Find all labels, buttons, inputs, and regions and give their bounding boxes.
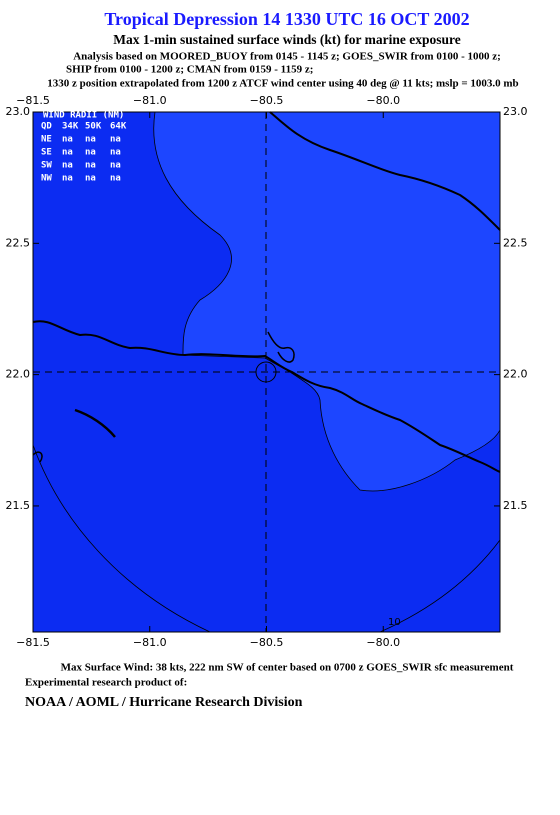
- radii-cell: na: [110, 135, 121, 145]
- radii-header: 64K: [110, 122, 127, 132]
- radii-cell: SW: [41, 161, 52, 171]
- coastline: [269, 111, 501, 231]
- lon-label: −80.5: [250, 94, 284, 107]
- radii-header: 50K: [85, 122, 102, 132]
- lon-label: −80.0: [366, 636, 400, 649]
- radii-cell: na: [62, 148, 73, 158]
- lat-label: 22.5: [503, 236, 528, 249]
- contour: [32, 444, 211, 633]
- radii-title: WIND RADII (NM): [43, 111, 124, 121]
- map-area: 10: [32, 111, 501, 633]
- radii-cell: NW: [41, 174, 52, 184]
- subtitle: Max 1-min sustained surface winds (kt) f…: [113, 32, 461, 47]
- note: Analysis based on MOORED_BUOY from 0145 …: [73, 51, 501, 63]
- lat-label: 21.5: [6, 499, 31, 512]
- radii-cell: na: [85, 148, 96, 158]
- radii-cell: na: [85, 161, 96, 171]
- inner-wind-region: [153, 111, 501, 492]
- lon-label: −81.5: [16, 94, 50, 107]
- lon-label: −81.0: [133, 636, 167, 649]
- radii-cell: na: [110, 174, 121, 184]
- product: Experimental research product of:: [25, 677, 187, 689]
- contour: [379, 539, 501, 633]
- organization: NOAA / AOML / Hurricane Research Divisio…: [25, 695, 303, 710]
- radii-cell: na: [62, 174, 73, 184]
- lat-label: 22.0: [6, 368, 31, 381]
- radii-cell: NE: [41, 135, 52, 145]
- radii-cell: na: [110, 161, 121, 171]
- radii-cell: na: [62, 135, 73, 145]
- title: Tropical Depression 14 1330 UTC 16 OCT 2…: [104, 9, 469, 29]
- note: 1330 z position extrapolated from 1200 z…: [47, 78, 518, 90]
- max-wind: Max Surface Wind: 38 kts, 222 nm SW of c…: [61, 662, 514, 674]
- lat-label: 22.5: [6, 236, 31, 249]
- radii-header: QD: [41, 122, 52, 132]
- radii-cell: na: [110, 148, 121, 158]
- radii-header: 34K: [62, 122, 79, 132]
- coastline: [74, 408, 116, 438]
- axes: −81.5 −81.5 −81.0 −81.0 −80.5 −80.5 −80.0 −80.0…: [6, 94, 528, 649]
- lon-label: −80.0: [366, 94, 400, 107]
- radii-cell: na: [62, 161, 73, 171]
- lat-label: 23.0: [503, 105, 528, 118]
- note: SHIP from 0100 - 1200 z; CMAN from 0159 …: [66, 64, 313, 76]
- storm-center: [255, 361, 277, 383]
- lat-label: 23.0: [6, 105, 31, 118]
- coastline: [267, 331, 295, 363]
- lat-label: 21.5: [503, 499, 528, 512]
- radii-cell: na: [85, 135, 96, 145]
- lat-label: 22.0: [503, 368, 528, 381]
- lon-label: −81.5: [16, 636, 50, 649]
- coastline: [32, 320, 501, 473]
- radii-cell: na: [85, 174, 96, 184]
- radii-cell: SE: [41, 148, 52, 158]
- lon-label: −81.0: [133, 94, 167, 107]
- wind-radii-table: QD 34K 50K 64K NE na na na SE na na na SW na na na NW na n…: [41, 122, 127, 184]
- contour-label: 10: [388, 617, 401, 628]
- coastline: [32, 451, 43, 463]
- lon-label: −80.5: [250, 636, 284, 649]
